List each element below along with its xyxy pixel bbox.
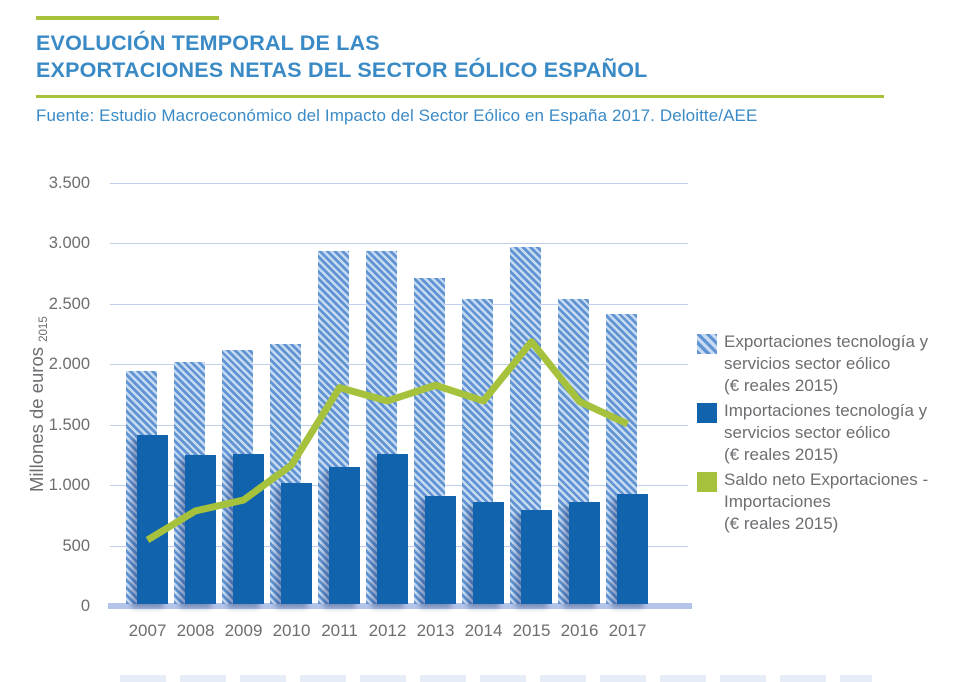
legend-label-line: Saldo neto Exportaciones - (724, 470, 929, 489)
cropped-bottom-content (120, 675, 872, 682)
gridline (110, 183, 688, 184)
year-label: 2008 (176, 621, 215, 640)
year-label: 2012 (368, 621, 407, 640)
net-balance-line (145, 338, 629, 543)
gridline (110, 364, 688, 366)
legend-label-line: servicios sector eólico (724, 423, 891, 442)
year-label: 2011 (321, 621, 358, 640)
title-accent-rule (36, 16, 219, 20)
gridline (110, 303, 688, 305)
legend-label-line: (€ reales 2015) (724, 445, 839, 464)
year-label: 2007 (128, 621, 167, 640)
x-axis-labels: 2007 2008 2009 2010 2011 2012 2013 2014 2015 2016… (110, 621, 686, 643)
year-label: 2014 (464, 621, 503, 640)
year-label: 2015 (512, 621, 551, 640)
gridline (110, 424, 688, 426)
import-bar (137, 434, 168, 604)
legend-label-line: (€ reales 2015) (724, 376, 839, 395)
y-tick-label: 1.000 (48, 476, 90, 495)
page-title: EVOLUCIÓN TEMPORAL DE LAS EXPORTACIONES … (36, 30, 647, 84)
import-bar (377, 454, 408, 604)
legend-swatch-green (697, 472, 717, 492)
y-tick-label: 2.000 (48, 355, 90, 374)
page-title-line1: EVOLUCIÓN TEMPORAL DE LAS (36, 31, 380, 55)
legend: Exportaciones tecnología y servicios sect… (697, 331, 959, 538)
year-label: 2016 (560, 621, 599, 640)
legend-label-line: Exportaciones tecnología y (724, 332, 929, 351)
y-tick-label: 1.500 (48, 415, 90, 434)
import-bar (569, 501, 600, 604)
legend-label-line: (€ reales 2015) (724, 514, 839, 533)
import-bar (329, 467, 360, 604)
plot-area: 3.500 3.000 2.500 2.000 1.500 1.000 500 0 2007 2… (49, 174, 692, 640)
y-tick-label: 3.000 (48, 234, 90, 253)
header-divider-rule (36, 95, 884, 98)
legend-label-line: Importaciones (724, 492, 831, 511)
year-label: 2009 (224, 621, 263, 640)
page-title-line2: EXPORTACIONES NETAS DEL SECTOR EÓLICO ES… (36, 58, 648, 82)
import-bar (617, 494, 648, 604)
import-bar (521, 509, 552, 604)
legend-label-line: Importaciones tecnología y (724, 401, 928, 420)
source-line: Fuente: Estudio Macroeconómico del Impac… (36, 106, 758, 125)
import-bar (281, 483, 312, 604)
legend-label-line: servicios sector eólico (724, 354, 891, 373)
x-axis-baseline (108, 603, 692, 609)
y-tick-label: 0 (80, 597, 90, 615)
import-bar (425, 496, 456, 604)
y-tick-label: 2.500 (48, 294, 90, 313)
legend-item: Exportaciones tecnología y servicios sect… (697, 331, 959, 397)
import-bar (473, 502, 504, 604)
legend-swatch-striped-blue (697, 334, 717, 354)
legend-item: Saldo neto Exportaciones - Importaciones (… (697, 469, 959, 535)
y-tick-label: 3.500 (48, 174, 90, 192)
legend-item: Importaciones tecnología y servicios sect… (697, 400, 959, 466)
year-label: 2013 (416, 621, 455, 640)
legend-swatch-solid-dark-blue (697, 403, 717, 423)
y-tick-label: 500 (62, 536, 90, 555)
year-label: 2017 (608, 621, 647, 640)
gridline (110, 243, 688, 245)
import-bar (233, 454, 264, 604)
year-label: 2010 (272, 621, 311, 640)
y-tick-labels: 3.500 3.000 2.500 2.000 1.500 1.000 500 0 (32, 174, 100, 615)
import-bar (185, 455, 216, 604)
